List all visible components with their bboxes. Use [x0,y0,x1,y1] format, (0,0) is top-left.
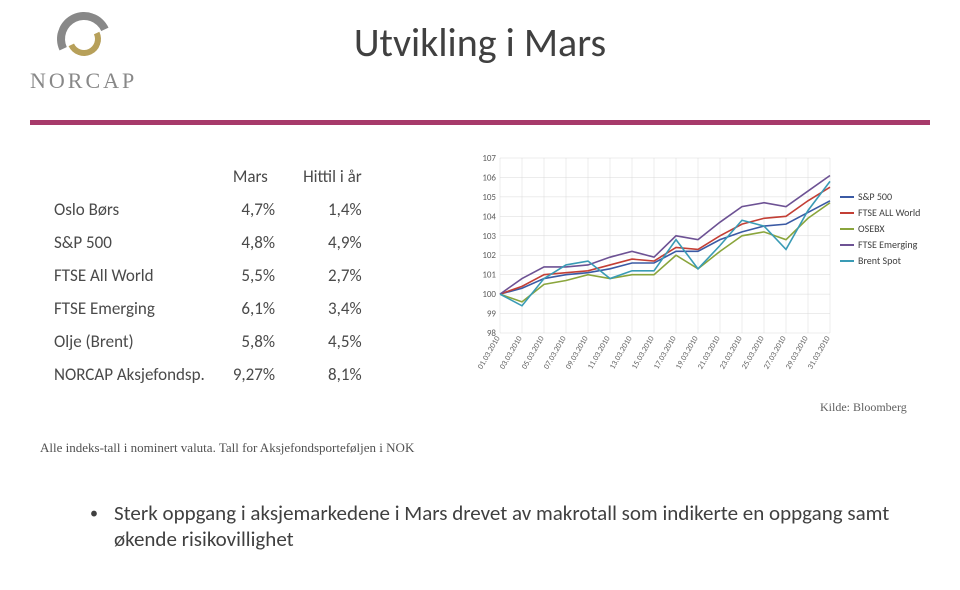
row-value: 4,9% [289,226,376,259]
table-row: NORCAP Aksjefondsp.9,27%8,1% [40,358,376,391]
table-row: FTSE Emerging6,1%3,4% [40,292,376,325]
legend-item: OSEBX [840,222,940,235]
title-rule [30,120,930,125]
bullet-text: Sterk oppgang i aksjemarkedene i Mars dr… [114,500,900,552]
bullet-icon: • [90,500,98,528]
svg-text:103: 103 [482,231,496,242]
svg-text:101: 101 [482,270,496,281]
row-label: Olje (Brent) [40,325,219,358]
legend-item: S&P 500 [840,190,940,203]
row-value: 5,5% [219,259,289,292]
row-value: 2,7% [289,259,376,292]
footnote: Alle indeks-tall i nominert valuta. Tall… [40,440,414,456]
legend-item: FTSE ALL World [840,206,940,219]
row-value: 8,1% [289,358,376,391]
svg-text:100: 100 [482,289,496,300]
svg-text:106: 106 [482,172,496,183]
table-header [40,160,219,193]
row-value: 1,4% [289,193,376,226]
table-header: Mars [219,160,289,193]
legend-item: Brent Spot [840,254,940,267]
row-value: 4,8% [219,226,289,259]
row-label: S&P 500 [40,226,219,259]
row-value: 6,1% [219,292,289,325]
svg-text:102: 102 [482,250,496,261]
row-value: 3,4% [289,292,376,325]
legend-swatch [840,212,854,214]
logo-text: NORCAP [30,68,137,94]
page-title: Utvikling i Mars [0,18,960,67]
legend-swatch [840,244,854,246]
row-value: 4,7% [219,193,289,226]
line-chart: 989910010110210310410510610701.03.201003… [470,150,940,390]
legend-swatch [840,196,854,198]
table-row: S&P 5004,8%4,9% [40,226,376,259]
legend-label: Brent Spot [858,254,901,267]
row-value: 4,5% [289,325,376,358]
row-label: FTSE All World [40,259,219,292]
row-label: Oslo Børs [40,193,219,226]
table-header: Hittil i år [289,160,376,193]
table-row: Olje (Brent)5,8%4,5% [40,325,376,358]
svg-text:107: 107 [482,153,496,164]
chart-canvas: 989910010110210310410510610701.03.201003… [470,150,840,390]
legend-label: S&P 500 [858,190,892,203]
performance-table: MarsHittil i år Oslo Børs4,7%1,4%S&P 500… [40,160,376,391]
bullet-point: • Sterk oppgang i aksjemarkedene i Mars … [90,500,900,552]
chart-source: Kilde: Bloomberg [820,400,907,415]
row-label: NORCAP Aksjefondsp. [40,358,219,391]
legend-label: FTSE ALL World [858,206,920,219]
table-row: FTSE All World5,5%2,7% [40,259,376,292]
row-value: 9,27% [219,358,289,391]
legend-swatch [840,260,854,262]
legend-swatch [840,228,854,230]
row-value: 5,8% [219,325,289,358]
row-label: FTSE Emerging [40,292,219,325]
legend-label: FTSE Emerging [858,238,917,251]
legend-item: FTSE Emerging [840,238,940,251]
chart-legend: S&P 500 FTSE ALL World OSEBX FTSE Emerging B… [840,150,940,390]
table-row: Oslo Børs4,7%1,4% [40,193,376,226]
svg-text:104: 104 [482,211,496,222]
svg-text:105: 105 [482,192,496,203]
svg-text:99: 99 [487,309,497,320]
legend-label: OSEBX [858,222,885,235]
